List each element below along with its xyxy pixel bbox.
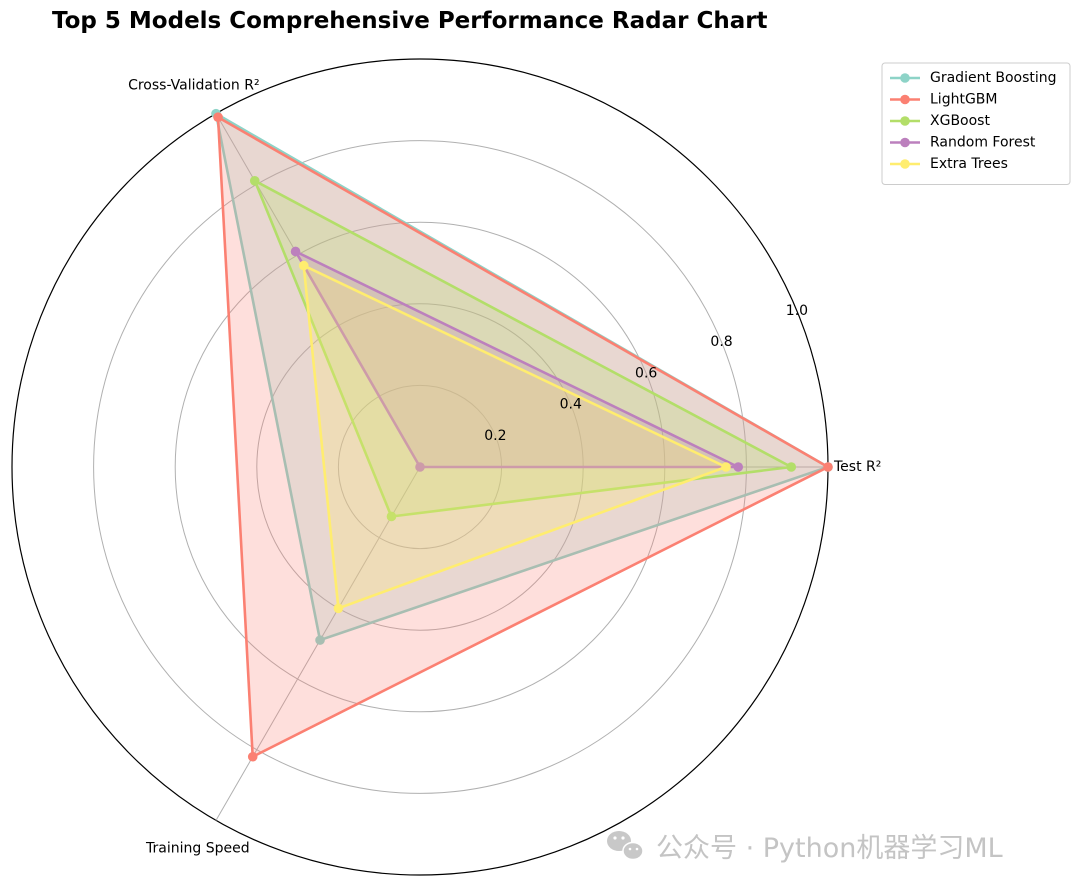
series-line (252, 177, 796, 518)
series-point (247, 751, 258, 762)
series-line (292, 248, 739, 469)
radar-labels: 0.2 0.4 0.6 0.8 1.0 Test R² Cross-Validation R… (128, 78, 881, 857)
legend-marker (900, 94, 910, 105)
legend-entry: Gradient Boosting (930, 70, 1057, 86)
series-point (298, 260, 309, 271)
series-point (386, 511, 397, 522)
legend-marker (900, 73, 910, 83)
radial-tick-label: 0.4 (560, 397, 582, 413)
series-point (786, 462, 797, 472)
series-point (333, 603, 344, 614)
series-point (315, 635, 325, 645)
legend: Gradient Boosting LightGBM XGBoost Random F… (881, 62, 1071, 185)
series-line (302, 263, 730, 611)
legend-box (881, 62, 1071, 185)
legend-entry: Random Forest (930, 135, 1036, 151)
axis-label: Test R² (833, 459, 881, 475)
axis-label: Cross-Validation R² (128, 78, 260, 94)
legend-entry: XGBoost (930, 113, 990, 129)
axis-label: Training Speed (145, 840, 250, 856)
legend-entry: Extra Trees (930, 156, 1008, 172)
wechat-icon (607, 831, 644, 861)
series-point (249, 175, 260, 186)
watermark: 公众号 · Python机器学习ML (607, 831, 1003, 864)
watermark-text: 公众号 · Python机器学习ML (656, 833, 1003, 864)
radial-tick-label: 1.0 (786, 303, 808, 319)
series-area (216, 113, 828, 641)
series-point (213, 112, 223, 122)
legend-entry: LightGBM (930, 92, 997, 108)
series-point (733, 462, 744, 472)
legend-marker (900, 116, 910, 126)
series-point (415, 462, 425, 472)
radial-tick-label: 0.2 (484, 428, 506, 444)
legend-marker (900, 159, 910, 169)
series-line (216, 114, 831, 759)
series-area (303, 265, 726, 609)
series-point (721, 462, 731, 472)
series-point (290, 246, 301, 257)
chart-title: Top 5 Models Comprehensive Performance R… (52, 8, 768, 34)
radial-tick-label: 0.6 (635, 365, 657, 381)
series-area (254, 180, 792, 517)
radar-series (211, 108, 833, 762)
legend-marker (900, 137, 910, 148)
series-point (823, 462, 833, 472)
radial-tick-label: 0.8 (710, 334, 732, 350)
